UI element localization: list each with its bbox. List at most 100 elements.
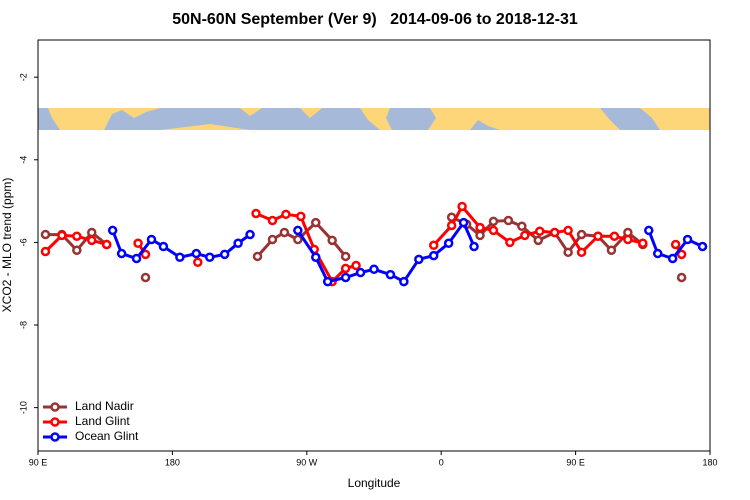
- y-tick-label: -8: [18, 321, 28, 329]
- point: [252, 251, 263, 262]
- point: [267, 234, 278, 245]
- point: [193, 257, 203, 267]
- point: [469, 241, 479, 252]
- point: [520, 230, 530, 241]
- point: [505, 237, 515, 248]
- point: [340, 251, 351, 262]
- point: [563, 225, 573, 236]
- point: [593, 231, 603, 241]
- point: [351, 260, 361, 271]
- point: [219, 249, 230, 260]
- point: [340, 263, 351, 274]
- legend-label: Ocean Glint: [75, 429, 139, 443]
- point: [293, 234, 303, 245]
- y-tick-label: -6: [18, 238, 28, 246]
- point: [311, 217, 321, 228]
- point: [576, 247, 587, 258]
- point: [204, 252, 215, 263]
- y-tick-label: -4: [18, 156, 28, 164]
- point: [670, 239, 681, 250]
- x-axis-label: Longitude: [348, 476, 401, 490]
- point: [101, 239, 112, 250]
- point: [251, 208, 261, 219]
- point: [175, 252, 185, 263]
- point: [609, 231, 620, 241]
- point: [87, 227, 97, 238]
- point: [475, 230, 485, 241]
- point: [40, 246, 51, 257]
- point: [676, 249, 687, 260]
- y-axis-label: XCO2 - MLO trend (ppm): [0, 178, 14, 313]
- point: [503, 215, 514, 226]
- point: [644, 225, 654, 236]
- x-tick-label: 90 E: [566, 457, 585, 467]
- point: [682, 234, 693, 245]
- point: [116, 248, 127, 259]
- point: [446, 220, 457, 231]
- point: [457, 201, 467, 212]
- legend-label: Land Glint: [75, 414, 130, 428]
- point: [87, 235, 97, 246]
- point: [652, 248, 663, 259]
- legend-marker: [50, 402, 60, 412]
- point: [517, 221, 527, 232]
- point: [355, 267, 366, 278]
- point: [549, 227, 560, 238]
- point: [131, 253, 142, 264]
- point: [158, 241, 169, 252]
- y-tick-label: -2: [18, 73, 28, 81]
- point: [57, 230, 67, 241]
- y-tick-label: -10: [18, 401, 28, 414]
- point: [146, 234, 157, 245]
- point: [606, 245, 617, 256]
- point: [428, 240, 439, 251]
- point: [72, 245, 82, 256]
- legend-marker: [50, 432, 60, 442]
- point: [296, 211, 306, 222]
- point: [279, 227, 290, 238]
- point: [623, 234, 633, 245]
- point: [638, 238, 648, 248]
- point: [233, 238, 243, 248]
- point: [488, 216, 499, 227]
- point: [399, 276, 409, 287]
- point: [533, 235, 544, 246]
- point: [475, 222, 485, 233]
- point: [563, 247, 573, 258]
- point: [133, 238, 143, 248]
- point: [576, 229, 587, 240]
- x-tick-label: 180: [702, 457, 717, 467]
- point: [340, 272, 351, 283]
- point: [191, 248, 202, 259]
- point: [458, 217, 469, 228]
- point: [676, 272, 687, 283]
- x-tick-label: 90 E: [29, 457, 48, 467]
- x-tick-label: 0: [439, 457, 444, 467]
- point: [535, 226, 545, 236]
- point: [327, 235, 337, 246]
- x-tick-label: 180: [165, 457, 180, 467]
- point: [72, 231, 82, 241]
- point: [140, 249, 151, 260]
- point: [267, 215, 278, 226]
- point: [40, 229, 51, 240]
- point: [107, 225, 118, 236]
- point: [369, 264, 379, 275]
- point: [697, 241, 708, 252]
- point: [281, 209, 291, 220]
- point: [667, 253, 678, 264]
- chart-title: 50N-60N September (Ver 9) 2014-09-06 to …: [172, 11, 578, 28]
- legend-marker: [50, 417, 60, 427]
- map-strip: [38, 108, 710, 130]
- point: [322, 276, 333, 287]
- x-tick-label: 90 W: [296, 457, 318, 467]
- point: [385, 269, 396, 280]
- point: [488, 225, 499, 236]
- plot-frame: [37, 39, 711, 452]
- legend-label: Land Nadir: [75, 399, 134, 413]
- point: [140, 272, 151, 283]
- point: [293, 225, 303, 236]
- point: [414, 254, 424, 265]
- point: [245, 229, 255, 240]
